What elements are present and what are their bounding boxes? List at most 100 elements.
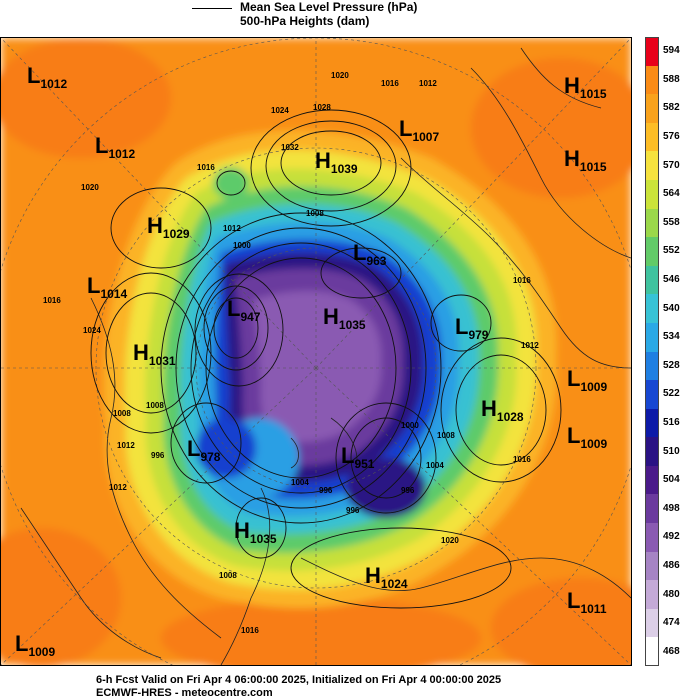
center-value: 1015 bbox=[580, 160, 607, 174]
isobar-label: 1016 bbox=[513, 455, 531, 464]
forecast-valid-text: 6-h Fcst Valid on Fri Apr 4 06:00:00 202… bbox=[96, 674, 502, 686]
isobar-label: 1008 bbox=[146, 401, 164, 410]
center-value: 1024 bbox=[381, 577, 408, 591]
isobar-label: 1016 bbox=[197, 163, 215, 172]
center-letter: L bbox=[15, 631, 28, 656]
center-value: 951 bbox=[354, 457, 374, 471]
isobar-label: 1020 bbox=[81, 183, 99, 192]
colorbar-segment bbox=[645, 322, 659, 352]
colorbar-segment bbox=[645, 523, 659, 553]
center-value: 1015 bbox=[580, 87, 607, 101]
colorbar-segment bbox=[645, 437, 659, 467]
center-letter: L bbox=[187, 436, 200, 461]
colorbar-label: 594 bbox=[663, 45, 680, 57]
colorbar-label: 480 bbox=[663, 588, 680, 600]
colorbar-segment bbox=[645, 208, 659, 238]
colorbar-segment bbox=[645, 637, 659, 667]
colorbar-label: 552 bbox=[663, 245, 680, 257]
center-letter: H bbox=[481, 396, 497, 421]
isobar-label: 1016 bbox=[513, 276, 531, 285]
center-letter: L bbox=[95, 133, 108, 158]
colorbar-segment bbox=[645, 408, 659, 438]
colorbar-label: 546 bbox=[663, 274, 680, 286]
center-value: 1035 bbox=[339, 318, 366, 332]
center-value: 1009 bbox=[580, 380, 607, 394]
center-letter: L bbox=[399, 116, 412, 141]
isobar-label: 1028 bbox=[313, 103, 331, 112]
colorbar-segment bbox=[645, 65, 659, 95]
isobar-label: 1020 bbox=[331, 71, 349, 80]
colorbar-segment bbox=[645, 265, 659, 295]
isobar-label: 1012 bbox=[223, 224, 241, 233]
colorbar-label: 528 bbox=[663, 359, 680, 371]
svg-text:H1029: H1029 bbox=[147, 213, 190, 241]
center-letter: L bbox=[27, 63, 40, 88]
isobar-label: 1008 bbox=[437, 431, 455, 440]
isobar-label: 1016 bbox=[241, 626, 259, 635]
colorbar-label: 474 bbox=[663, 617, 680, 629]
colorbar-label: 522 bbox=[663, 388, 680, 400]
center-letter: L bbox=[227, 296, 240, 321]
colorbar-segment bbox=[645, 179, 659, 210]
colorbar-label: 492 bbox=[663, 531, 680, 543]
colorbar-label: 504 bbox=[663, 474, 680, 486]
svg-text:L1009: L1009 bbox=[567, 423, 607, 451]
colorbar-segment bbox=[645, 608, 659, 638]
isobars bbox=[90, 109, 562, 609]
coastlines bbox=[20, 47, 631, 665]
center-value: 1012 bbox=[108, 147, 135, 161]
svg-text:L947: L947 bbox=[227, 296, 261, 324]
svg-text:H1015: H1015 bbox=[564, 73, 607, 101]
isobar-label: 1008 bbox=[306, 209, 324, 218]
center-letter: L bbox=[567, 423, 580, 448]
center-letter: L bbox=[353, 240, 366, 265]
center-letter: L bbox=[567, 588, 580, 613]
center-letter: H bbox=[365, 563, 381, 588]
colorbar-segment bbox=[645, 37, 659, 67]
center-letter: L bbox=[87, 273, 100, 298]
center-letter: H bbox=[133, 340, 149, 365]
isobar-label: 1024 bbox=[83, 326, 101, 335]
center-value: 963 bbox=[366, 254, 386, 268]
colorbar-label: 576 bbox=[663, 131, 680, 143]
center-value: 979 bbox=[468, 328, 488, 342]
svg-text:L978: L978 bbox=[187, 436, 221, 464]
colorbar-segment bbox=[645, 380, 659, 410]
svg-text:H1035: H1035 bbox=[234, 518, 277, 546]
svg-text:H1031: H1031 bbox=[133, 340, 176, 368]
colorbar-label: 498 bbox=[663, 502, 680, 514]
colorbar-label: 540 bbox=[663, 302, 680, 314]
colorbar-segment bbox=[645, 294, 659, 324]
isobar-label: 1016 bbox=[381, 79, 399, 88]
colorbar-label: 510 bbox=[663, 445, 680, 457]
svg-text:L1014: L1014 bbox=[87, 273, 127, 301]
center-value: 1028 bbox=[497, 410, 524, 424]
colorbar-label: 564 bbox=[663, 188, 680, 200]
svg-text:H1035: H1035 bbox=[323, 304, 366, 332]
center-value: 1035 bbox=[250, 532, 277, 546]
colorbar-label: 468 bbox=[663, 645, 680, 657]
colorbar-segment bbox=[645, 551, 659, 581]
map-legend-header: Mean Sea Level Pressure (hPa) 500-hPa He… bbox=[0, 0, 681, 36]
center-letter: H bbox=[315, 148, 331, 173]
svg-text:L1007: L1007 bbox=[399, 116, 439, 144]
center-letter: H bbox=[147, 213, 163, 238]
svg-text:L963: L963 bbox=[353, 240, 387, 268]
center-value: 1009 bbox=[28, 645, 55, 659]
svg-text:L1009: L1009 bbox=[567, 366, 607, 394]
center-letter: H bbox=[564, 73, 580, 98]
svg-text:L1012: L1012 bbox=[95, 133, 135, 161]
center-letter: H bbox=[323, 304, 339, 329]
colorbar-segment bbox=[645, 580, 659, 610]
center-value: 978 bbox=[200, 450, 220, 464]
isobar-label: 1012 bbox=[419, 79, 437, 88]
center-value: 1007 bbox=[412, 130, 439, 144]
center-letter: H bbox=[564, 146, 580, 171]
center-value: 1012 bbox=[40, 77, 67, 91]
svg-text:L1011: L1011 bbox=[567, 588, 607, 616]
isobar-label: 1016 bbox=[43, 296, 61, 305]
isobar-label: 1024 bbox=[271, 106, 289, 115]
isobar-legend-line bbox=[192, 8, 232, 9]
svg-text:H1028: H1028 bbox=[481, 396, 524, 424]
colorbar-label: 558 bbox=[663, 216, 680, 228]
